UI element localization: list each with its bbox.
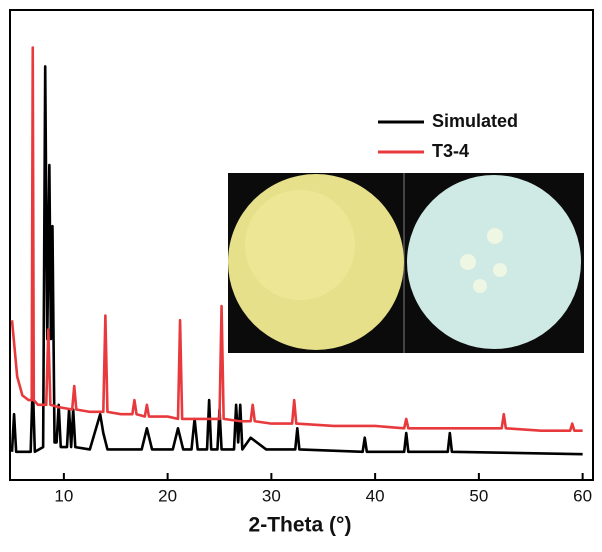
x-tick-label: 20 [158, 486, 177, 505]
crystal [487, 228, 503, 244]
crystal [473, 279, 487, 293]
x-axis-title: 2-Theta (°) [249, 514, 352, 537]
crystal-highlight [245, 190, 355, 300]
x-tick-label: 40 [366, 486, 385, 505]
crystal [460, 254, 476, 270]
x-tick-label: 10 [54, 486, 73, 505]
crystal [493, 263, 507, 277]
x-tick-label: 60 [573, 486, 592, 505]
legend-label: T3-4 [432, 141, 469, 161]
x-tick-label: 30 [262, 486, 281, 505]
single-crystals-photo [407, 175, 581, 349]
chart: 2-Theta (°) 10 20 30 40 50 60 Simulated T3-4 [0, 0, 602, 547]
x-tick-label: 50 [469, 486, 488, 505]
inset-photo [228, 173, 584, 353]
legend-label: Simulated [432, 111, 518, 131]
